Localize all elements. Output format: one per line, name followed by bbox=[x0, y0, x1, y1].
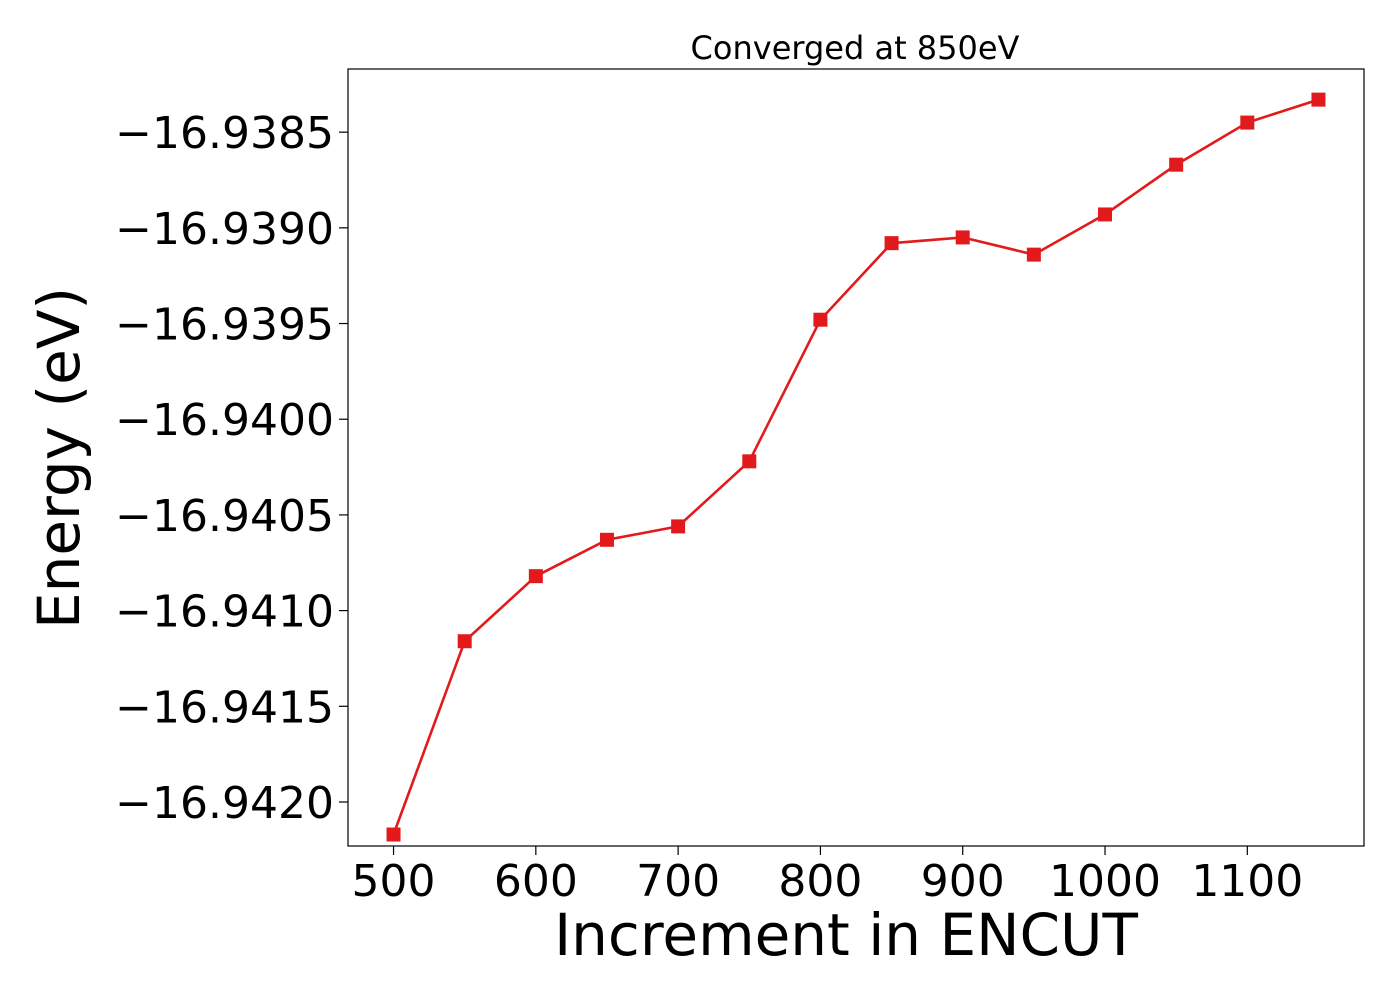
y-tick-label: −16.9385 bbox=[115, 108, 334, 159]
data-point bbox=[1311, 92, 1326, 107]
data-point bbox=[599, 532, 614, 547]
data-point bbox=[528, 569, 543, 584]
series-layer bbox=[386, 92, 1326, 842]
data-point bbox=[955, 230, 970, 245]
series-line bbox=[392, 98, 1319, 835]
y-tick-label: −16.9420 bbox=[115, 778, 334, 829]
data-point bbox=[813, 312, 828, 327]
data-point bbox=[1240, 115, 1255, 130]
x-tick-label: 800 bbox=[778, 856, 862, 907]
y-tick-label: −16.9395 bbox=[115, 300, 334, 351]
plot-frame bbox=[347, 68, 1365, 847]
y-tick-label: −16.9415 bbox=[115, 682, 334, 733]
y-tick-label: −16.9400 bbox=[115, 395, 334, 446]
data-point bbox=[742, 454, 757, 469]
data-point bbox=[884, 236, 899, 251]
x-axis-title: Increment in ENCUT bbox=[554, 901, 1138, 969]
data-point bbox=[1098, 207, 1113, 222]
y-tick-label: −16.9405 bbox=[115, 491, 334, 542]
x-tick-label: 1100 bbox=[1191, 856, 1303, 907]
y-tick-label: −16.9410 bbox=[115, 587, 334, 638]
data-point bbox=[671, 519, 686, 534]
x-axis-ticks: 500 600 700 800 900 1000 1100 bbox=[352, 846, 1303, 907]
x-tick-label: 700 bbox=[636, 856, 720, 907]
data-point bbox=[1169, 157, 1184, 172]
chart-title: Converged at 850eV bbox=[691, 29, 1020, 67]
data-point bbox=[1026, 247, 1041, 262]
x-tick-label: 500 bbox=[352, 856, 436, 907]
x-tick-label: 600 bbox=[494, 856, 578, 907]
x-tick-label: 900 bbox=[921, 856, 1005, 907]
y-tick-label: −16.9390 bbox=[115, 204, 334, 255]
y-axis-ticks: −16.9385 −16.9390 −16.9395 −16.9400 −16.9405… bbox=[115, 108, 348, 829]
y-axis-title: Energy (eV) bbox=[25, 287, 93, 629]
x-tick-label: 1000 bbox=[1049, 856, 1161, 907]
data-point bbox=[457, 634, 472, 649]
data-point bbox=[386, 827, 401, 842]
